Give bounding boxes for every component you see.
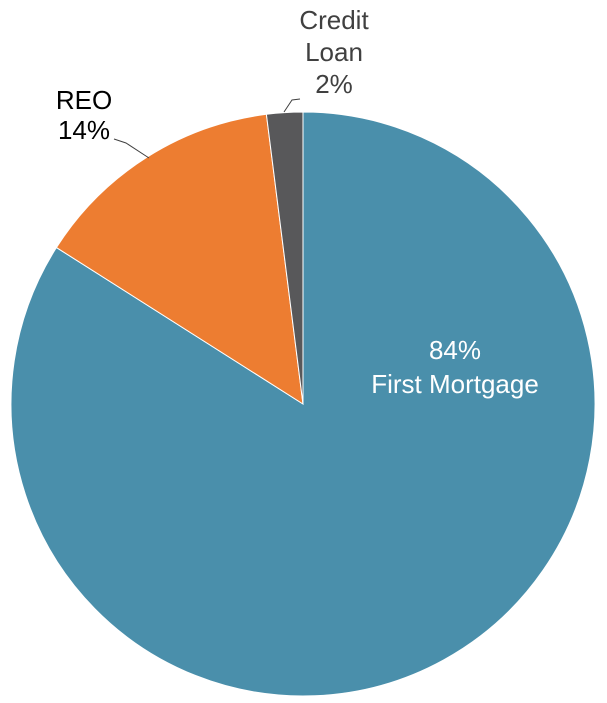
pie-slice-credit-loan <box>265 111 304 405</box>
leader-line-reo <box>113 138 150 159</box>
data-label-first-mortgage: 84% First Mortgage <box>371 335 539 399</box>
data-label-reo: REO 14% <box>56 85 112 145</box>
pie-slice-reo <box>55 113 304 405</box>
data-label-credit-loan: Credit Loan 2% <box>299 5 369 99</box>
leader-line-credit-loan <box>283 98 301 113</box>
